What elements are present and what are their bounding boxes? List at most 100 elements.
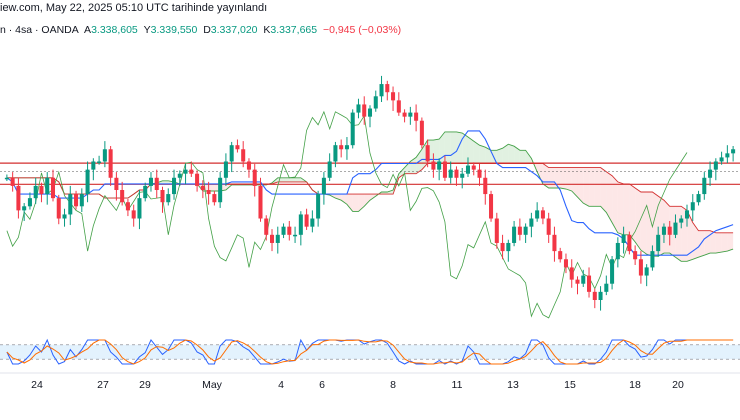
- candle-body: [33, 185, 38, 199]
- cloud-segment: [479, 145, 486, 164]
- candle-body: [569, 267, 574, 280]
- cloud-segment: [698, 230, 705, 258]
- symbol-prefix: n · 4sa · OANDA: [0, 24, 79, 36]
- candle-body: [74, 194, 79, 207]
- candle-body: [269, 234, 275, 243]
- candle-body: [125, 202, 130, 211]
- candle-body: [27, 198, 32, 207]
- candle-body: [246, 161, 251, 170]
- candle-body: [673, 222, 678, 235]
- kijun-line: [6, 130, 734, 256]
- candle-body: [650, 251, 655, 268]
- candle-body: [638, 259, 643, 276]
- cloud-segment: [456, 131, 463, 164]
- candle-body: [540, 210, 545, 219]
- candle-body: [344, 145, 349, 150]
- candle-body: [114, 177, 119, 190]
- cloud-segment: [577, 167, 584, 204]
- candle-body: [731, 149, 736, 154]
- candle-body: [189, 169, 194, 174]
- candle-body: [166, 194, 171, 203]
- cloud-segment: [560, 167, 566, 189]
- candle-body: [598, 291, 603, 300]
- candle-body: [281, 226, 286, 235]
- cloud-segment: [514, 146, 520, 164]
- cloud-segment: [710, 230, 716, 254]
- cloud-segment: [352, 194, 359, 212]
- close-value: 3.337,665: [270, 24, 318, 36]
- cloud-segment: [600, 167, 607, 213]
- candle-body: [408, 112, 413, 117]
- cloud-segment: [485, 147, 492, 164]
- candle-body: [321, 177, 326, 195]
- cloud-segment: [687, 210, 693, 262]
- cloud-segment: [635, 187, 641, 251]
- x-tick-label: 29: [139, 379, 151, 391]
- candle-body: [696, 194, 701, 203]
- cloud-segment: [208, 183, 215, 192]
- cloud-segment: [364, 194, 370, 207]
- candle-body: [298, 214, 303, 235]
- cloud-segment: [704, 230, 711, 256]
- candle-body: [120, 190, 125, 203]
- cloud-segment: [692, 222, 699, 260]
- cloud-segment: [462, 132, 468, 164]
- cloud-segment: [502, 144, 509, 164]
- x-tick-label: 8: [390, 379, 396, 391]
- x-tick-label: 18: [629, 379, 641, 391]
- candle-body: [160, 190, 165, 203]
- candle-body: [558, 251, 563, 260]
- candle-body: [91, 161, 96, 170]
- cloud-segment: [473, 141, 480, 164]
- cloud-segment: [381, 192, 388, 195]
- x-tick-label: 4: [278, 379, 284, 391]
- candle-body: [45, 177, 50, 195]
- candle-body: [425, 145, 430, 162]
- candle-body: [79, 194, 84, 207]
- cloud-segment: [398, 167, 405, 178]
- x-tick-label: 13: [507, 379, 519, 391]
- ichimoku-cloud: [6, 131, 734, 262]
- candle-body: [483, 177, 488, 195]
- candle-body: [287, 226, 292, 235]
- candle-body: [293, 234, 298, 237]
- cloud-segment: [721, 232, 728, 253]
- cloud-segment: [444, 131, 451, 164]
- candle-body: [356, 104, 361, 113]
- candle-body: [713, 161, 718, 170]
- candle-body: [108, 149, 113, 178]
- x-tick-label: 20: [672, 379, 684, 391]
- candle-body: [385, 84, 390, 93]
- candle-body: [4, 177, 9, 180]
- candle-body: [68, 194, 73, 215]
- candle-body: [684, 210, 690, 219]
- candle-body: [465, 165, 471, 174]
- x-axis-ticks: 24 27 29 May 4 6 8 11 13 15 18 20: [31, 379, 684, 391]
- stochastic-d-line: [6, 339, 734, 365]
- candle-body: [379, 84, 384, 97]
- candle-body: [235, 145, 240, 150]
- candle-body: [327, 161, 332, 178]
- candle-body: [517, 226, 522, 235]
- candle-body: [252, 169, 257, 186]
- cloud-segment: [623, 183, 630, 235]
- candle-body: [39, 185, 44, 195]
- candle-body: [512, 226, 517, 243]
- high-label: Y: [143, 24, 151, 36]
- candle-body: [97, 161, 102, 163]
- candle-body: [661, 226, 666, 235]
- candle-body: [656, 234, 661, 252]
- candle-body: [391, 92, 396, 101]
- candle-body: [131, 210, 136, 219]
- candle-body: [85, 169, 90, 195]
- candle-body: [350, 112, 355, 146]
- candle-body: [546, 218, 551, 235]
- cloud-segment: [450, 131, 457, 164]
- candle-body: [592, 291, 597, 300]
- ohlc-legend: n · 4sa · OANDA A3.338,605 Y3.339,550 D3…: [0, 24, 401, 36]
- low-label: D: [203, 24, 211, 36]
- candle-body: [575, 279, 580, 284]
- candle-body: [535, 210, 540, 219]
- candle-body: [414, 112, 419, 121]
